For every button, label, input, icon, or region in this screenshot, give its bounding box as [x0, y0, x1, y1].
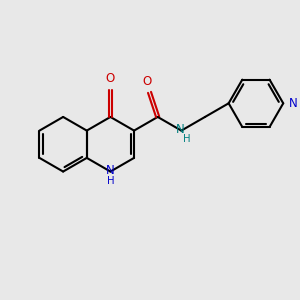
- Text: N: N: [176, 123, 184, 136]
- Text: H: H: [107, 176, 114, 186]
- Text: O: O: [142, 75, 151, 88]
- Text: N: N: [289, 97, 298, 110]
- Text: N: N: [106, 164, 115, 177]
- Text: H: H: [183, 134, 190, 144]
- Text: O: O: [106, 72, 115, 85]
